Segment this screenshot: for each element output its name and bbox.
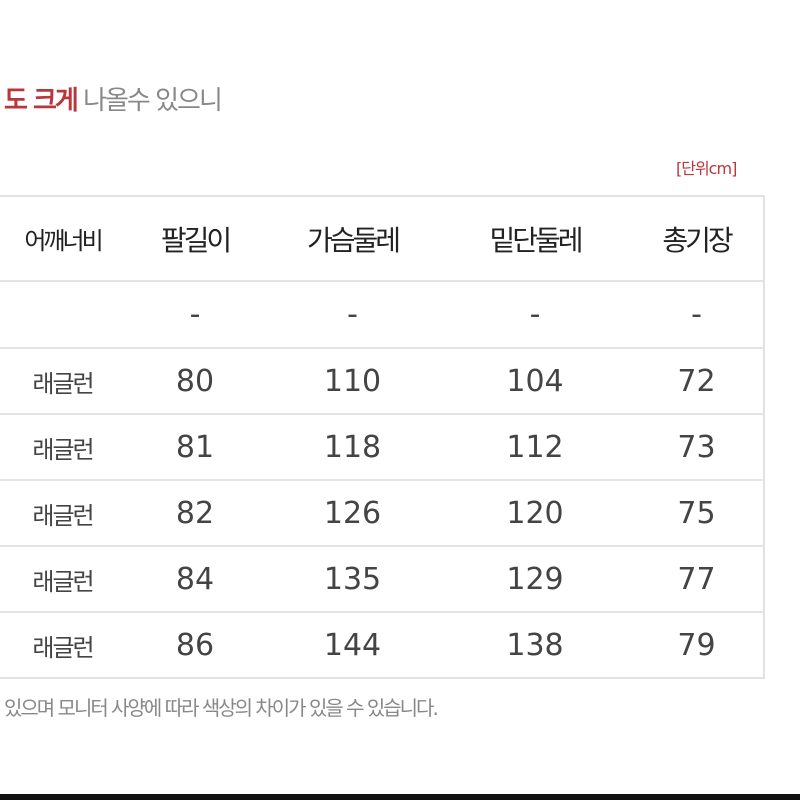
footer-note: 있으며 모니터 사양에 따라 색상의 차이가 있을 수 있습니다. (4, 696, 439, 720)
cell: 77 (677, 561, 716, 597)
table-row: - - - - (0, 282, 763, 349)
cell: 80 (175, 363, 215, 399)
header-length: 총기장 (662, 223, 733, 257)
cell: 래글런 (32, 633, 94, 662)
cell: 135 (323, 561, 382, 597)
cell: 래글런 (32, 435, 94, 464)
cell: - (529, 297, 541, 332)
cell: 86 (175, 627, 215, 663)
table-row: 래글런 82 126 120 75 (0, 481, 763, 547)
table-row: 래글런 84 135 129 77 (0, 547, 763, 613)
cell: 118 (323, 429, 382, 465)
cell: 75 (677, 495, 716, 531)
cell: - (347, 297, 358, 332)
cell: 110 (323, 363, 382, 399)
cell: - (189, 297, 201, 332)
header-hem: 밑단둘레 (489, 223, 583, 257)
table-row: 래글런 80 110 104 72 (0, 349, 763, 415)
cell: 112 (506, 429, 564, 465)
header-shoulder: 어깨너비 (24, 227, 103, 255)
size-table: 어깨너비 팔길이 가슴둘레 밑단둘레 총기장 - - - - 래글런 80 11… (0, 195, 765, 679)
cell: 래글런 (32, 369, 94, 398)
cell: 144 (323, 627, 382, 663)
notice-rest: 나올수 있으니 (76, 86, 223, 116)
cell: 126 (323, 495, 382, 531)
unit-label: [단위cm] (676, 159, 737, 178)
cell: 82 (175, 495, 215, 531)
cell: 래글런 (32, 567, 94, 596)
cell: 138 (506, 627, 564, 663)
cell: 120 (506, 495, 564, 531)
header-chest: 가슴둘레 (306, 223, 401, 257)
cell: 래글런 (32, 501, 94, 530)
cell: 84 (175, 561, 215, 597)
cell: 72 (677, 363, 716, 399)
cell: - (691, 297, 702, 332)
cell: 104 (506, 363, 564, 399)
notice-text: 도 크게 나올수 있으니 (4, 80, 223, 117)
table-row: 래글런 81 118 112 73 (0, 415, 763, 481)
notice-highlight: 도 크게 (4, 86, 79, 116)
table-row: 래글런 86 144 138 79 (0, 613, 763, 677)
cell: 73 (677, 429, 716, 465)
table-header: 어깨너비 팔길이 가슴둘레 밑단둘레 총기장 (0, 197, 763, 282)
bottom-bar (0, 794, 800, 800)
cell: 81 (175, 429, 215, 465)
cell: 129 (506, 561, 564, 597)
cell: 79 (677, 627, 716, 663)
header-sleeve: 팔길이 (160, 223, 232, 257)
